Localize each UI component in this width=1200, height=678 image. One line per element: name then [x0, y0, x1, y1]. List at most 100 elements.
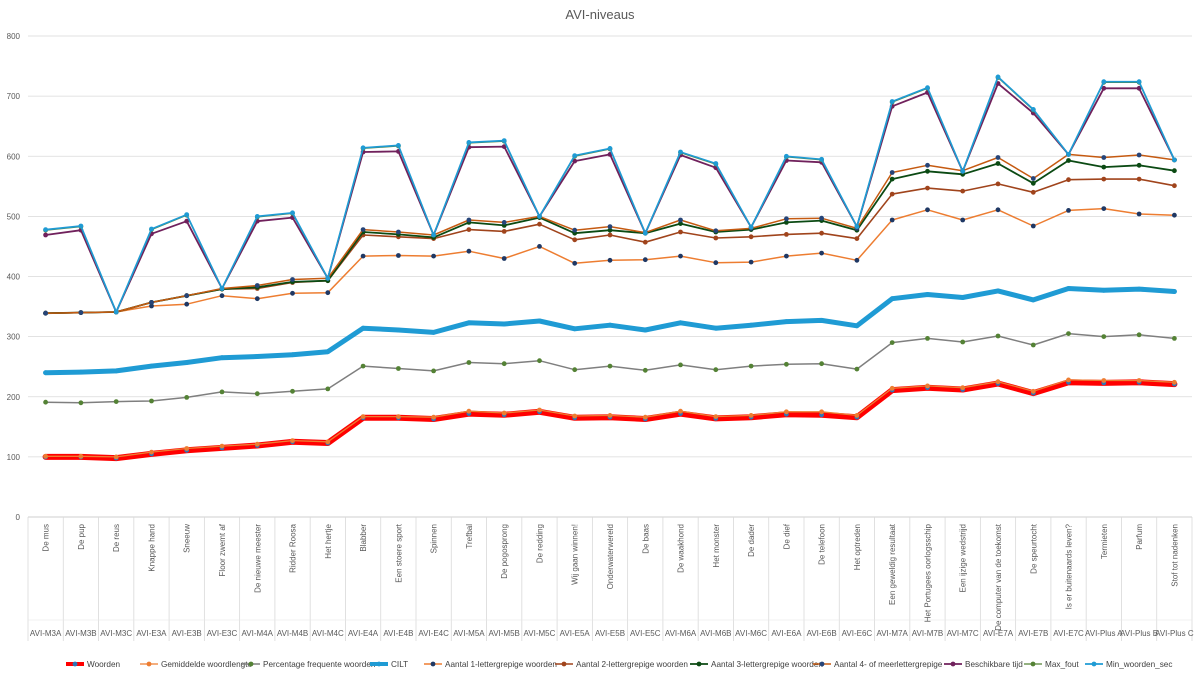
data-point [854, 224, 860, 230]
data-point [43, 370, 48, 376]
x-group-label: AVI-E4C [418, 629, 449, 638]
x-tick-label: De computer van de toekomst [994, 523, 1003, 630]
data-point [537, 407, 542, 413]
data-point [784, 319, 789, 324]
y-tick-label: 400 [7, 273, 21, 282]
data-point [1030, 342, 1036, 348]
data-point [784, 253, 789, 259]
data-point [254, 214, 260, 219]
x-group-label: AVI-E5B [595, 629, 625, 638]
x-tick-label: Trefbal [465, 524, 474, 549]
x-group-label: AVI-M4A [242, 629, 274, 638]
data-point [43, 453, 48, 459]
data-point [184, 446, 190, 451]
data-point [466, 217, 472, 223]
data-point [501, 256, 507, 261]
data-point [219, 355, 225, 361]
legend-item: CILT [370, 660, 408, 669]
data-point [572, 367, 578, 373]
data-point [995, 161, 1001, 166]
data-point [78, 453, 84, 459]
data-point [819, 409, 824, 415]
x-group-label: AVI-E3A [136, 629, 167, 638]
data-point [1101, 334, 1107, 339]
data-point [854, 323, 860, 329]
legend-label: Woorden [87, 660, 121, 669]
data-point [1066, 152, 1071, 157]
y-tick-label: 300 [7, 333, 21, 342]
data-point [43, 227, 48, 233]
data-point [431, 368, 436, 374]
data-point [1030, 223, 1036, 229]
data-point [995, 155, 1001, 160]
data-point [819, 318, 824, 323]
data-point [290, 388, 295, 394]
x-tick-label: De mus [42, 524, 51, 552]
legend-label: CILT [391, 660, 408, 669]
data-point [995, 333, 1001, 339]
x-tick-label: Een geweldig resultaat [888, 523, 897, 605]
data-point [396, 327, 401, 333]
x-group-label: AVI-E6B [807, 629, 837, 638]
data-point [925, 168, 930, 174]
x-tick-label: De nieuwe meester [253, 524, 262, 593]
series-lines [42, 74, 1178, 462]
data-point [325, 386, 331, 392]
data-point [431, 330, 436, 335]
data-point [784, 216, 789, 222]
data-point [889, 191, 895, 197]
y-tick-label: 800 [7, 32, 21, 41]
data-point [1136, 152, 1142, 158]
legend-marker [696, 661, 702, 667]
data-point [889, 99, 895, 104]
x-group-label: AVI-M6A [665, 629, 697, 638]
x-group-label: AVI-E5A [560, 629, 591, 638]
data-point [819, 361, 824, 367]
data-point [78, 223, 84, 229]
legend: Woorden Gemiddelde woordlengte Percentage … [66, 660, 1172, 669]
data-point [713, 228, 719, 234]
data-point [254, 441, 260, 447]
data-point [678, 408, 683, 414]
data-point [466, 140, 472, 145]
data-point [1136, 85, 1142, 91]
x-tick-label: Het optreden [853, 524, 862, 570]
data-point [854, 413, 860, 418]
data-point [1136, 79, 1142, 85]
data-point [1136, 162, 1142, 168]
x-group-label: AVI-M7B [912, 629, 943, 638]
x-group-label: AVI-E7C [1053, 629, 1084, 638]
data-point [1101, 164, 1107, 170]
data-point [466, 320, 472, 326]
data-point [325, 439, 331, 445]
data-point [925, 207, 930, 213]
x-group-label: AVI-E4A [348, 629, 379, 638]
data-point [501, 144, 507, 150]
data-point [960, 217, 966, 223]
data-point [572, 227, 578, 233]
data-point [396, 414, 401, 419]
data-point [995, 379, 1001, 385]
x-group-label: AVI-Plus C [1155, 629, 1194, 638]
legend-item: Aantal 4- of meerlettergrepige [813, 660, 943, 669]
data-point [607, 224, 613, 230]
data-point [925, 85, 930, 91]
x-tick-label: Ridder Roosa [289, 523, 298, 572]
data-point [290, 210, 295, 216]
x-tick-label: Parfum [1135, 524, 1144, 550]
data-point [396, 253, 401, 258]
x-tick-label: Blabber [359, 524, 368, 552]
data-point [1172, 379, 1177, 385]
data-point [713, 325, 719, 331]
data-point [784, 220, 789, 225]
data-point [113, 399, 119, 404]
data-point [184, 212, 190, 218]
data-point [113, 309, 119, 315]
legend-marker [376, 661, 382, 667]
data-point [678, 229, 683, 235]
data-point [1101, 287, 1107, 293]
data-point [184, 218, 190, 224]
data-point [325, 349, 331, 355]
data-point [360, 145, 366, 151]
